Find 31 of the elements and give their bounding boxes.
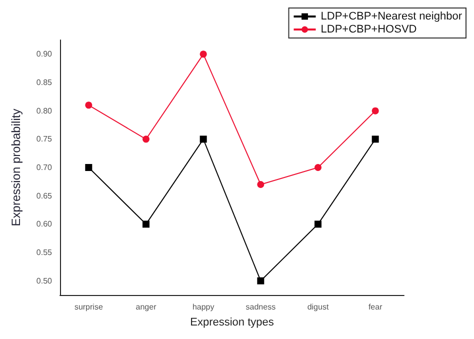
- y-tick-label: 0.90: [36, 50, 53, 59]
- point: [372, 136, 379, 143]
- y-tick-label: 0.85: [36, 78, 53, 87]
- y-tick-label: 0.65: [36, 191, 53, 200]
- point: [85, 102, 92, 109]
- point: [372, 107, 379, 114]
- point: [85, 164, 92, 171]
- y-axis-title: Expression probability: [9, 108, 23, 226]
- x-tick-label: sadness: [246, 302, 276, 312]
- legend-label: LDP+CBP+Nearest neighbor: [320, 10, 462, 22]
- x-axis-title: Expression types: [190, 316, 274, 328]
- x-tick-label: fear: [368, 302, 383, 312]
- point: [314, 220, 322, 228]
- x-tick-label: happy: [192, 302, 214, 312]
- x-tick-label: digust: [307, 302, 330, 312]
- y-tick-label: 0.80: [36, 106, 53, 116]
- y-tick-label: 0.60: [36, 220, 53, 229]
- y-tick-label: 0.55: [36, 248, 53, 257]
- y-tick-label: 0.70: [36, 163, 53, 172]
- point: [257, 277, 264, 284]
- point: [142, 136, 150, 143]
- point: [200, 50, 207, 58]
- y-tick-label: 0.75: [36, 134, 53, 144]
- point: [314, 164, 322, 171]
- x-tick-label: anger: [136, 302, 157, 312]
- y-tick-label: 0.50: [36, 276, 53, 286]
- x-tick-label: surprise: [74, 302, 104, 312]
- point: [257, 181, 264, 188]
- point: [142, 220, 150, 228]
- legend-label: LDP+CBP+HOSVD: [320, 24, 417, 36]
- point: [200, 136, 207, 143]
